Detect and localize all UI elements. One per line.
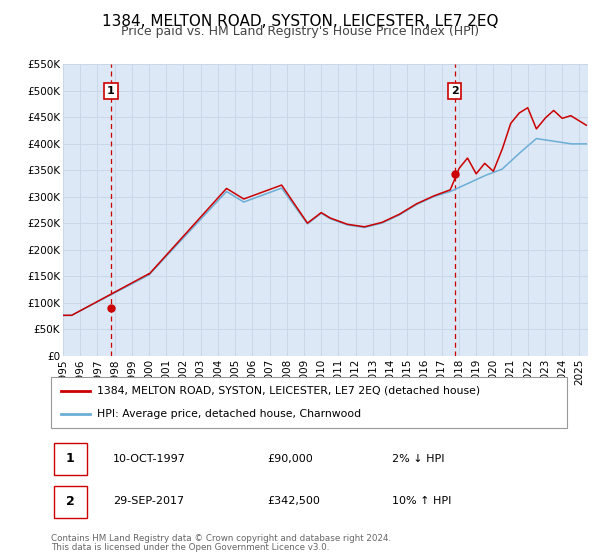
Bar bbox=[53, 444, 87, 475]
Text: 2% ↓ HPI: 2% ↓ HPI bbox=[392, 454, 444, 464]
Text: 1384, MELTON ROAD, SYSTON, LEICESTER, LE7 2EQ (detached house): 1384, MELTON ROAD, SYSTON, LEICESTER, LE… bbox=[97, 386, 481, 396]
Text: £90,000: £90,000 bbox=[268, 454, 313, 464]
Text: Contains HM Land Registry data © Crown copyright and database right 2024.: Contains HM Land Registry data © Crown c… bbox=[51, 534, 391, 543]
Text: 2: 2 bbox=[66, 495, 74, 508]
Text: £342,500: £342,500 bbox=[268, 497, 320, 506]
Text: 29-SEP-2017: 29-SEP-2017 bbox=[113, 497, 184, 506]
Text: 1: 1 bbox=[66, 452, 74, 465]
Text: 1384, MELTON ROAD, SYSTON, LEICESTER, LE7 2EQ: 1384, MELTON ROAD, SYSTON, LEICESTER, LE… bbox=[102, 14, 498, 29]
Bar bbox=[53, 486, 87, 518]
Text: This data is licensed under the Open Government Licence v3.0.: This data is licensed under the Open Gov… bbox=[51, 543, 329, 552]
Text: 10% ↑ HPI: 10% ↑ HPI bbox=[392, 497, 451, 506]
Text: 1: 1 bbox=[107, 86, 115, 96]
Text: Price paid vs. HM Land Registry's House Price Index (HPI): Price paid vs. HM Land Registry's House … bbox=[121, 25, 479, 38]
Text: HPI: Average price, detached house, Charnwood: HPI: Average price, detached house, Char… bbox=[97, 409, 362, 419]
Text: 2: 2 bbox=[451, 86, 458, 96]
Text: 10-OCT-1997: 10-OCT-1997 bbox=[113, 454, 186, 464]
